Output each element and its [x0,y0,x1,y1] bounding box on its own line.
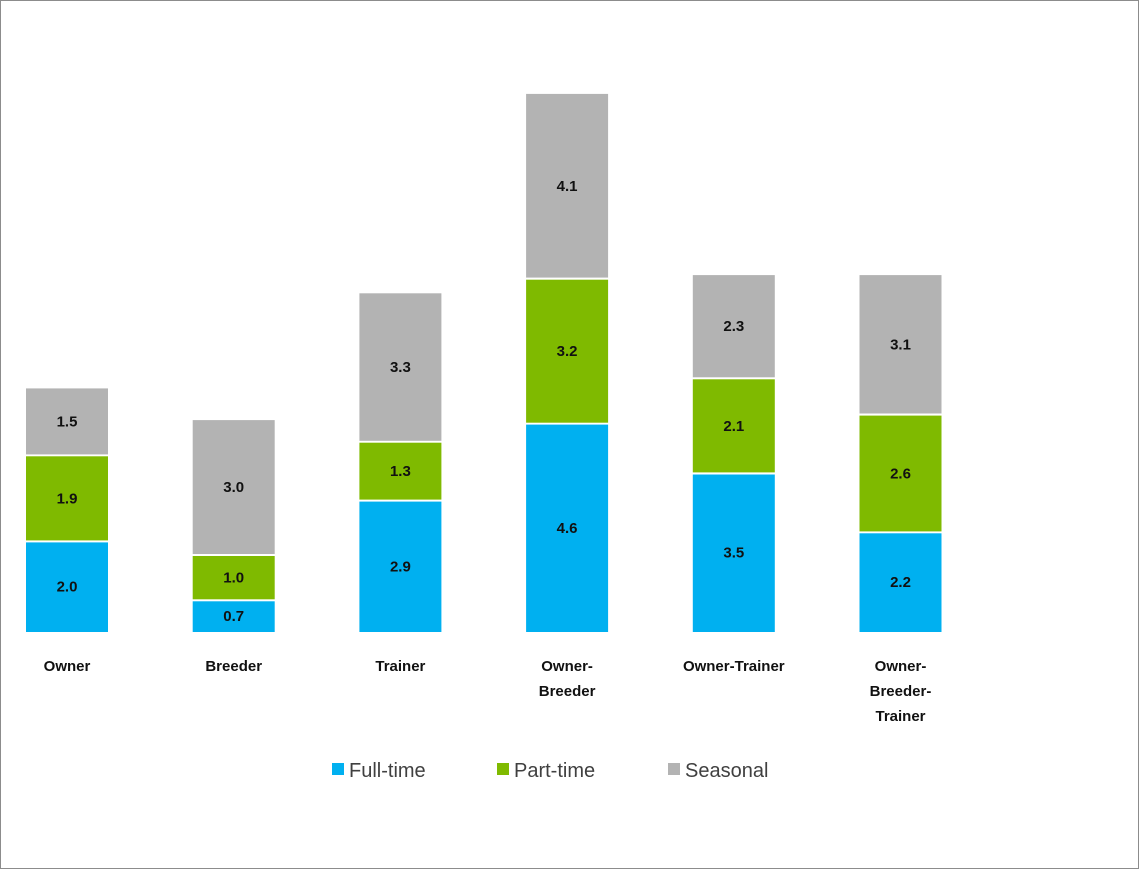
data-labels-layer: 2.0 1.9 1.5 0.7 1.0 3.0 2.9 1.3 3.3 4.6 3.2 4.1 3.5 2… [57,178,911,625]
data-label-trainer-part-time: 1.3 [390,463,411,480]
category-label-trainer: Trainer [375,658,425,675]
data-label-breeder-seasonal: 3.0 [223,479,244,496]
legend-swatch-full-time [332,763,344,775]
bar-owner-breeder-part-time [526,279,609,423]
category-label-owner-breeder-trainer: Owner-Breeder-Trainer [870,658,932,725]
data-label-owner-seasonal: 1.5 [57,413,78,430]
legend-label-seasonal: Seasonal [685,760,768,782]
data-label-owner-full-time: 2.0 [57,579,78,596]
data-label-breeder-full-time: 0.7 [223,608,244,625]
bar-owner-trainer-part-time [692,379,775,473]
data-label-owner-breeder-trainer-part-time: 2.6 [890,465,911,482]
bar-trainer-part-time [359,442,442,500]
category-label-owner-breeder: Owner-Breeder [539,658,596,700]
legend-swatch-part-time [497,763,509,775]
data-label-breeder-part-time: 1.0 [223,570,244,587]
bar-owner-part-time [26,456,108,541]
bar-owner-breeder-trainer-seasonal [859,275,942,414]
data-label-owner-trainer-part-time: 2.1 [723,418,744,435]
data-label-owner-breeder-trainer-seasonal: 3.1 [890,336,911,353]
bars-layer [26,93,942,632]
bar-breeder-part-time [192,556,275,600]
category-label-owner-trainer: Owner-Trainer [683,658,785,675]
bar-breeder-full-time [192,601,275,632]
data-label-owner-trainer-seasonal: 2.3 [723,318,744,335]
bar-trainer-full-time [359,501,442,632]
legend-label-part-time: Part-time [514,760,595,782]
data-label-trainer-seasonal: 3.3 [390,359,411,376]
category-label-owner: Owner [44,658,91,675]
data-label-owner-breeder-part-time: 3.2 [557,343,578,360]
legend: Full-time Part-time Seasonal [332,760,768,782]
bar-owner-breeder-trainer-full-time [859,533,942,632]
bar-owner-seasonal [26,388,108,455]
data-label-trainer-full-time: 2.9 [390,558,411,575]
bar-owner-breeder-full-time [526,424,609,632]
bar-trainer-seasonal [359,293,442,441]
bar-owner-trainer-full-time [692,474,775,632]
data-label-owner-breeder-trainer-full-time: 2.2 [890,574,911,591]
data-label-owner-trainer-full-time: 3.5 [723,545,744,562]
bar-breeder-seasonal [192,420,275,554]
bar-owner-breeder-seasonal [526,93,609,278]
data-label-owner-breeder-seasonal: 4.1 [557,178,578,195]
category-labels-layer: Owner Breeder Trainer Owner-Breeder Owner-Tr… [44,658,932,725]
data-label-owner-part-time: 1.9 [57,490,78,507]
legend-swatch-seasonal [668,763,680,775]
bar-owner-breeder-trainer-part-time [859,415,942,532]
bar-owner-trainer-seasonal [692,275,775,378]
category-label-breeder: Breeder [205,658,262,675]
data-label-owner-breeder-full-time: 4.6 [557,520,578,537]
legend-label-full-time: Full-time [349,760,426,782]
bar-owner-full-time [26,542,108,632]
